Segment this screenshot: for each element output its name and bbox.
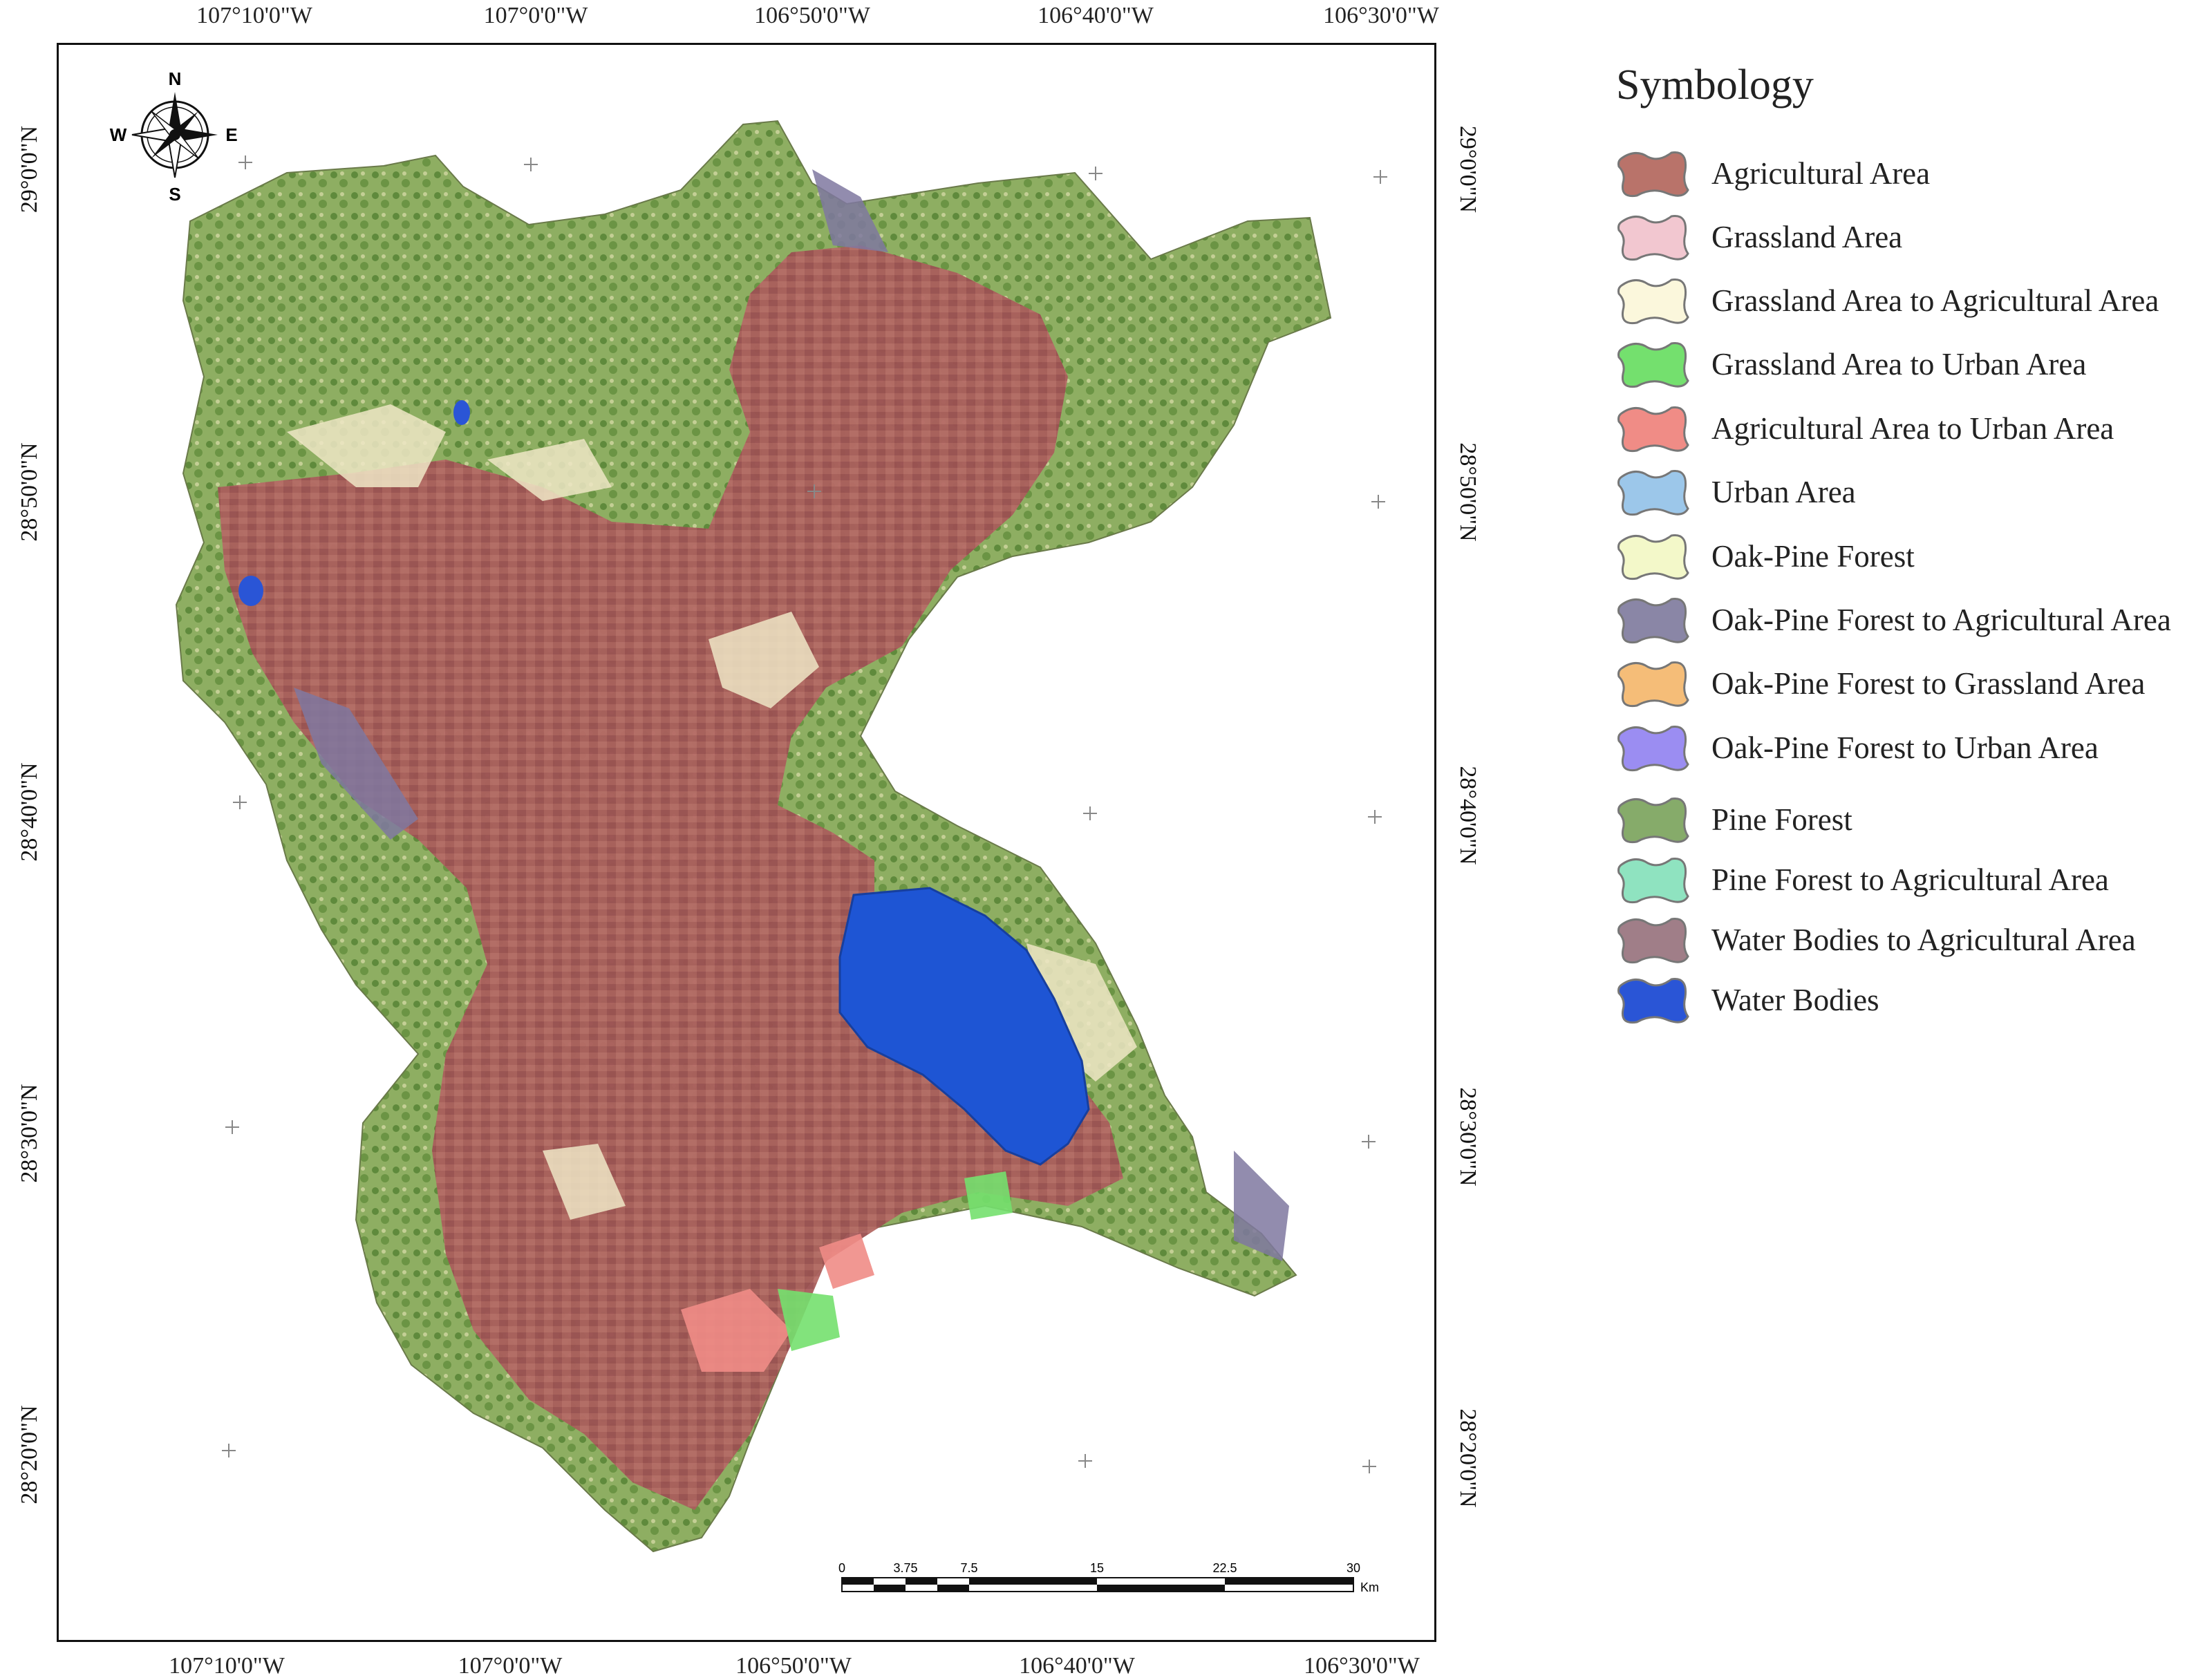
legend-item: Agricultural Area to Urban Area [1616,401,2114,456]
legend-label: Oak-Pine Forest to Urban Area [1711,730,2099,765]
legend-label: Grassland Area to Agricultural Area [1711,283,2159,318]
legend-title: Symbology [1616,62,1814,108]
legend-label: Oak-Pine Forest [1711,539,1915,574]
legend-swatch [1617,279,1689,325]
legend-label: Grassland Area to Urban Area [1711,347,2087,381]
bottom-longitude-label-2: 107°0'0"W [458,1653,563,1679]
legend-item: Grassland Area to Urban Area [1616,337,2086,392]
scale-tick-5: 30 [1347,1561,1360,1575]
bottom-longitude-label-4: 106°40'0"W [1019,1653,1135,1679]
legend-item: Agricultural Area [1616,146,1930,201]
legend-swatch [1617,598,1689,644]
left-latitude-label-3: 28°40'0"N [17,762,42,862]
legend-item: Pine Forest to Agricultural Area [1616,852,2109,907]
legend-swatch [1617,918,1689,964]
legend-item: Pine Forest [1616,792,1852,847]
scale-unit: Km [1360,1580,1379,1594]
graticule-crosses [222,155,1387,1473]
legend-label: Urban Area [1711,475,1856,509]
small-lake-west [238,576,263,606]
legend-swatch [1617,215,1689,261]
grassland-patches [287,404,1137,1220]
compass-north-label: N [169,68,182,89]
legend-label: Agricultural Area [1711,156,1931,191]
top-longitude-label-5: 106°30'0"W [1323,3,1439,28]
legend-label: Water Bodies [1711,983,1879,1017]
legend-label: Oak-Pine Forest to Agricultural Area [1711,603,2171,637]
legend-swatch [1617,978,1689,1024]
legend-label: Water Bodies to Agricultural Area [1711,923,2136,957]
legend-swatch [1617,406,1689,453]
scale-tick-3: 15 [1090,1561,1104,1575]
legend-label: Grassland Area [1711,220,1903,254]
left-latitude-label-4: 28°30'0"N [17,1084,42,1183]
urban-green-patches [778,1171,1013,1351]
urban-patches [681,1234,874,1372]
left-latitude-label-2: 28°50'0"N [17,442,42,542]
legend-item: Grassland Area [1616,209,1902,265]
legend-swatch [1617,726,1689,772]
scale-tick-4: 22.5 [1212,1561,1237,1575]
legend-swatch [1617,858,1689,904]
legend-swatch [1617,342,1689,388]
legend-swatch [1617,661,1689,708]
legend-item: Water Bodies [1616,972,1879,1028]
bottom-longitude-label-1: 107°10'0"W [169,1653,285,1679]
legend-label: Agricultural Area to Urban Area [1711,411,2114,446]
map-canvas[interactable]: N S E W 0 3.75 7.5 15 22.5 30 Km [59,45,1434,1640]
bottom-longitude-label-5: 106°30'0"W [1304,1653,1420,1679]
bottom-longitude-label-3: 106°50'0"W [735,1653,852,1679]
legend-item: Oak-Pine Forest to Agricultural Area [1616,592,2171,648]
legend-item: Oak-Pine Forest [1616,529,1915,584]
left-latitude-label-1: 29°0'0"N [17,125,42,214]
scale-tick-0: 0 [838,1561,845,1575]
legend-item: Urban Area [1616,464,1856,520]
legend-label: Pine Forest [1711,802,1852,837]
compass-rose: N S E W [110,68,238,205]
right-latitude-label-5: 28°20'0"N [1455,1408,1481,1508]
right-latitude-label-3: 28°40'0"N [1455,766,1481,865]
right-latitude-label-1: 29°0'0"N [1455,125,1481,214]
top-longitude-label-1: 107°10'0"W [196,3,312,28]
scale-tick-1: 3.75 [893,1561,917,1575]
small-lake-north [453,400,470,425]
right-latitude-label-2: 28°50'0"N [1455,442,1481,542]
legend-item: Oak-Pine Forest to Urban Area [1616,720,2099,775]
agricultural-region [218,245,1123,1510]
legend-swatch [1617,797,1689,844]
map-frame[interactable]: N S E W 0 3.75 7.5 15 22.5 30 Km [57,43,1436,1642]
legend-label: Pine Forest to Agricultural Area [1711,862,2109,897]
compass-west-label: W [110,124,127,145]
top-longitude-label-2: 107°0'0"W [483,3,588,28]
legend-swatch [1617,151,1689,198]
legend-label: Oak-Pine Forest to Grassland Area [1711,666,2146,701]
scale-tick-2: 7.5 [960,1561,977,1575]
legend-swatch [1617,470,1689,516]
legend-item: Grassland Area to Agricultural Area [1616,273,2159,328]
right-latitude-label-4: 28°30'0"N [1455,1087,1481,1187]
compass-east-label: E [225,124,237,145]
legend-swatch [1617,534,1689,581]
top-longitude-label-3: 106°50'0"W [754,3,870,28]
lake [838,887,1090,1166]
legend-item: Oak-Pine Forest to Grassland Area [1616,656,2145,711]
left-latitude-label-5: 28°20'0"N [17,1405,42,1504]
compass-south-label: S [169,184,180,205]
scale-bar: 0 3.75 7.5 15 22.5 30 Km [838,1561,1379,1594]
top-longitude-label-4: 106°40'0"W [1038,3,1154,28]
legend-item: Water Bodies to Agricultural Area [1616,912,2136,968]
